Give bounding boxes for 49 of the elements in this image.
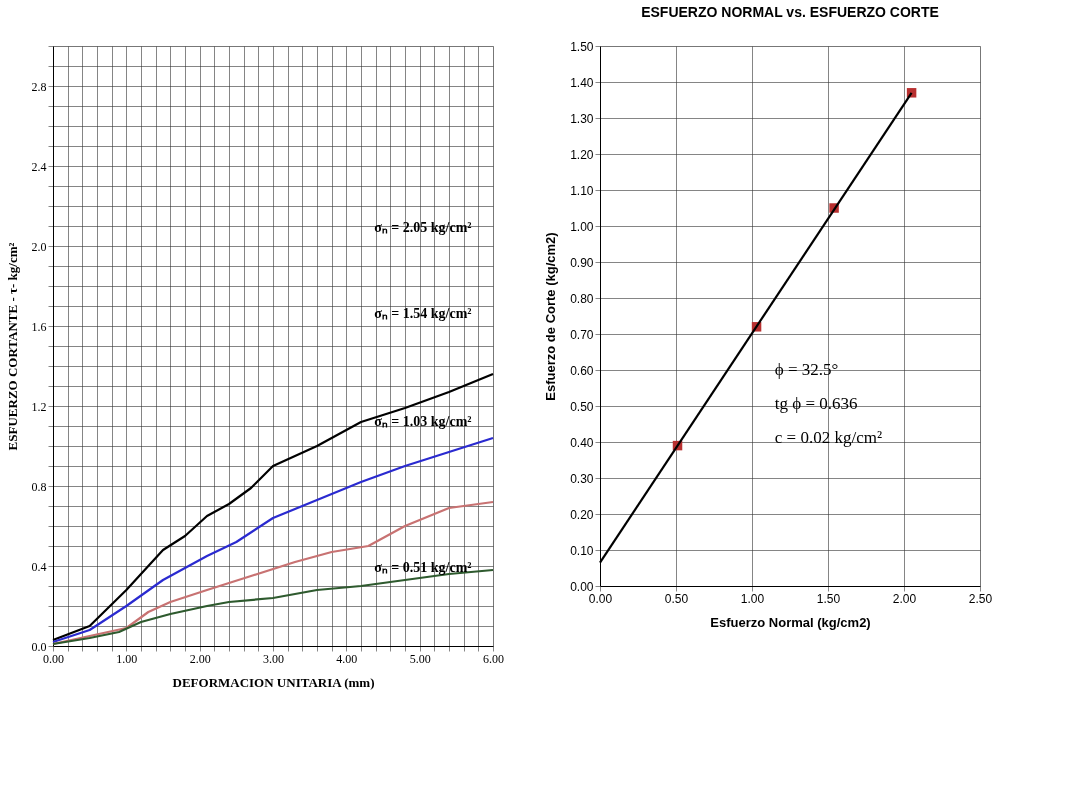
y-tick-label: 1.30 xyxy=(570,111,594,126)
y-tick-label: 0.90 xyxy=(570,255,594,270)
x-tick-label: 0.00 xyxy=(43,651,64,666)
x-tick-label: 2.50 xyxy=(968,591,993,606)
y-tick-label: 1.6 xyxy=(31,319,47,334)
y-tick-label: 2.0 xyxy=(31,239,47,254)
y-tick-label: 1.2 xyxy=(31,399,47,414)
y-tick-label: 1.50 xyxy=(570,39,594,54)
annotation: σₙ = 2.05 kg/cm² xyxy=(374,219,472,235)
y-tick-label: 0.40 xyxy=(570,435,594,450)
y-tick-label: 2.8 xyxy=(31,79,47,94)
y-tick-label: 0.00 xyxy=(570,579,594,594)
y-tick-label: 2.4 xyxy=(31,159,47,174)
x-tick-label: 1.50 xyxy=(816,591,841,606)
x-tick-label: 1.00 xyxy=(116,651,138,666)
y-tick-label: 0.8 xyxy=(31,479,47,494)
annotation: σₙ = 1.54 kg/cm² xyxy=(374,306,472,322)
annotation: σₙ = 0.51 kg/cm² xyxy=(374,560,472,575)
y-tick-label: 0.70 xyxy=(570,327,594,342)
x-tick-label: 4.00 xyxy=(336,651,358,666)
y-axis-title: ESFUERZO CORTANTE - τ- kg/cm² xyxy=(4,242,20,451)
annotation: ϕ = 32.5° xyxy=(774,360,839,379)
y-tick-label: 0.50 xyxy=(570,399,594,414)
y-tick-label: 0.30 xyxy=(570,471,594,486)
y-tick-label: 0.0 xyxy=(31,639,47,654)
x-axis-title: DEFORMACION UNITARIA (mm) xyxy=(172,674,375,690)
chart-title: ESFUERZO NORMAL vs. ESFUERZO CORTE xyxy=(641,4,939,20)
x-tick-label: 0.50 xyxy=(664,591,689,606)
x-axis-title: Esfuerzo Normal (kg/cm2) xyxy=(710,614,871,630)
x-tick-label: 6.00 xyxy=(483,651,504,666)
x-tick-label: 5.00 xyxy=(409,651,431,666)
y-tick-label: 1.40 xyxy=(570,75,594,90)
y-tick-label: 1.20 xyxy=(570,147,594,162)
x-tick-label: 0.00 xyxy=(588,591,613,606)
y-tick-label: 0.4 xyxy=(31,559,47,574)
y-tick-label: 1.00 xyxy=(570,219,594,234)
y-tick-label: 0.20 xyxy=(570,507,594,522)
annotation: σₙ = 1.03 kg/cm² xyxy=(374,414,472,430)
x-tick-label: 3.00 xyxy=(263,651,284,666)
y-tick-label: 0.60 xyxy=(570,363,594,378)
annotation: tg ϕ = 0.636 xyxy=(774,394,858,414)
y-tick-label: 0.10 xyxy=(570,543,594,558)
y-tick-label: 1.10 xyxy=(570,183,594,198)
y-axis-title: Esfuerzo de Corte (kg/cm2) xyxy=(543,232,559,401)
x-tick-label: 1.00 xyxy=(740,591,765,606)
annotation: c = 0.02 kg/cm² xyxy=(774,428,883,448)
y-tick-label: 0.80 xyxy=(570,291,594,306)
x-tick-label: 2.00 xyxy=(189,651,211,666)
x-tick-label: 2.00 xyxy=(892,591,917,606)
